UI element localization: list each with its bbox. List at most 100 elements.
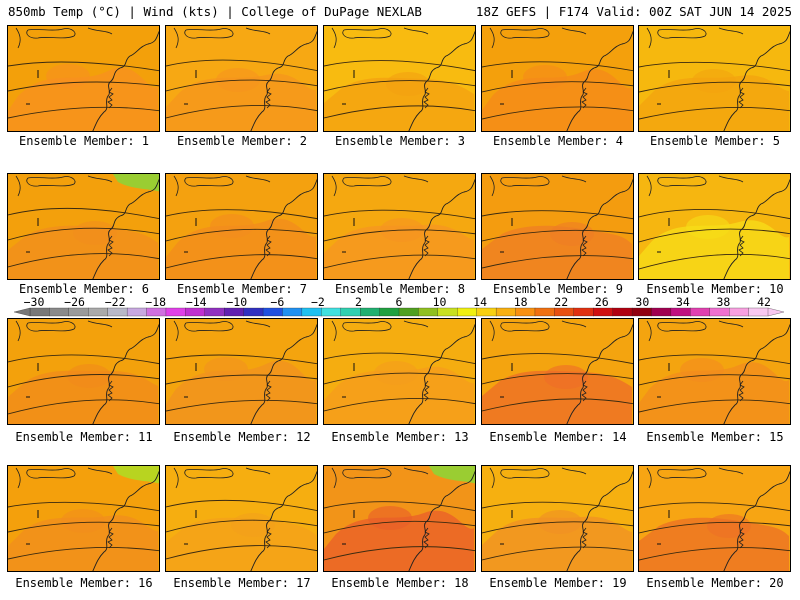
ensemble-member-10-map: [638, 173, 791, 280]
model-run-info: 18Z GEFS | F174 Valid: 00Z SAT JUN 14 20…: [475, 4, 792, 19]
temperature-colorbar: −30 −26 −22 −18 −14 −10 −6 −2 2 6 10 14 18 22 26 30 34 38…: [13, 296, 785, 317]
coastline: [566, 30, 633, 131]
colorbar-segment: [476, 307, 497, 317]
cool-area: [113, 174, 159, 192]
colorbar-segment: [748, 307, 769, 317]
coastline: [408, 323, 475, 424]
ensemble-member-17-map: [165, 465, 318, 572]
ensemble-member-9-label: Ensemble Member: 9: [492, 282, 624, 296]
colorbar-segment: [29, 307, 50, 317]
colorbar-segment: [554, 307, 575, 317]
coastline: [566, 178, 633, 279]
coastline: [92, 470, 159, 571]
ensemble-member-20-map: [638, 465, 791, 572]
temperature-field: [324, 320, 475, 424]
coastline: [250, 323, 317, 424]
colorbar-tick-label: −30: [24, 296, 45, 309]
colorbar-segment: [165, 307, 186, 317]
ensemble-member-18-map: [323, 465, 476, 572]
colorbar-segment: [593, 307, 614, 317]
ensemble-member-16-label: Ensemble Member: 16: [15, 576, 153, 590]
temperature-field: [482, 27, 633, 131]
ensemble-member-4-map: [481, 25, 634, 132]
colorbar-segment: [437, 307, 458, 317]
ensemble-member-11-label: Ensemble Member: 11: [15, 430, 153, 444]
temperature-field: [166, 27, 317, 131]
ensemble-member-4-label: Ensemble Member: 4: [492, 134, 624, 148]
colorbar-tick-label: 34: [676, 296, 690, 309]
temperature-field: [482, 320, 633, 424]
ensemble-member-8-label: Ensemble Member: 8: [334, 282, 466, 296]
colorbar-segment: [690, 307, 711, 317]
temperature-field: [166, 175, 317, 279]
temperature-field: [8, 174, 159, 279]
ensemble-member-8-map: [323, 173, 476, 280]
temperature-field: [8, 320, 159, 424]
colorbar-segment: [185, 307, 206, 317]
colorbar-max-arrow: [767, 307, 785, 317]
colorbar-tick-label: −10: [226, 296, 247, 309]
ensemble-member-3-label: Ensemble Member: 3: [334, 134, 466, 148]
ensemble-member-20-label: Ensemble Member: 20: [646, 576, 784, 590]
temperature-field: [639, 175, 790, 279]
coastline: [723, 323, 790, 424]
colorbar-tick-label: 2: [355, 296, 362, 309]
ensemble-member-7-map: [165, 173, 318, 280]
colorbar-segment: [670, 307, 691, 317]
colorbar-segment: [224, 307, 245, 317]
coastline: [723, 470, 790, 571]
ensemble-member-5-map: [638, 25, 791, 132]
temperature-field: [639, 467, 790, 571]
colorbar-segment: [262, 307, 283, 317]
coastline: [92, 178, 159, 279]
ensemble-member-14-label: Ensemble Member: 14: [489, 430, 627, 444]
temperature-field: [324, 27, 475, 131]
colorbar-segment: [379, 307, 400, 317]
colorbar-segment: [495, 307, 516, 317]
ensemble-member-10-label: Ensemble Member: 10: [646, 282, 784, 296]
temperature-field: [8, 466, 159, 571]
ensemble-member-16-map: [7, 465, 160, 572]
ensemble-member-18-label: Ensemble Member: 18: [331, 576, 469, 590]
coastline: [250, 178, 317, 279]
ensemble-member-9-map: [481, 173, 634, 280]
coastline: [408, 178, 475, 279]
colorbar-segment: [612, 307, 633, 317]
colorbar-tick-label: 38: [717, 296, 731, 309]
cool-area: [113, 466, 159, 484]
ensemble-member-19-map: [481, 465, 634, 572]
colorbar-tick-label: −14: [186, 296, 207, 309]
coastline: [723, 178, 790, 279]
ensemble-member-15-map: [638, 318, 791, 425]
colorbar-segment: [49, 307, 70, 317]
ensemble-member-15-label: Ensemble Member: 15: [646, 430, 784, 444]
ensemble-member-17-label: Ensemble Member: 17: [173, 576, 311, 590]
coastline: [92, 30, 159, 131]
ensemble-member-12-map: [165, 318, 318, 425]
colorbar-segment: [515, 307, 536, 317]
colorbar-tick-label: 42: [757, 296, 771, 309]
colorbar-segment: [631, 307, 652, 317]
colorbar-segment: [398, 307, 419, 317]
colorbar-segment: [534, 307, 555, 317]
colorbar-tick-label: 22: [554, 296, 568, 309]
ensemble-member-2-label: Ensemble Member: 2: [176, 134, 308, 148]
colorbar-segment: [146, 307, 167, 317]
coastline: [566, 470, 633, 571]
colorbar-tick-label: 14: [473, 296, 487, 309]
colorbar-segment: [107, 307, 128, 317]
colorbar-segment: [729, 307, 750, 317]
coastline: [250, 470, 317, 571]
temperature-field: [166, 320, 317, 424]
coastline: [92, 323, 159, 424]
ensemble-member-11-map: [7, 318, 160, 425]
coastline: [723, 30, 790, 131]
colorbar-segment: [243, 307, 264, 317]
temperature-field: [324, 175, 475, 279]
ensemble-member-1-label: Ensemble Member: 1: [18, 134, 150, 148]
cool-area: [429, 466, 475, 484]
ensemble-member-12-label: Ensemble Member: 12: [173, 430, 311, 444]
colorbar-segment: [573, 307, 594, 317]
colorbar-tick-label: −26: [64, 296, 85, 309]
ensemble-member-3-map: [323, 25, 476, 132]
